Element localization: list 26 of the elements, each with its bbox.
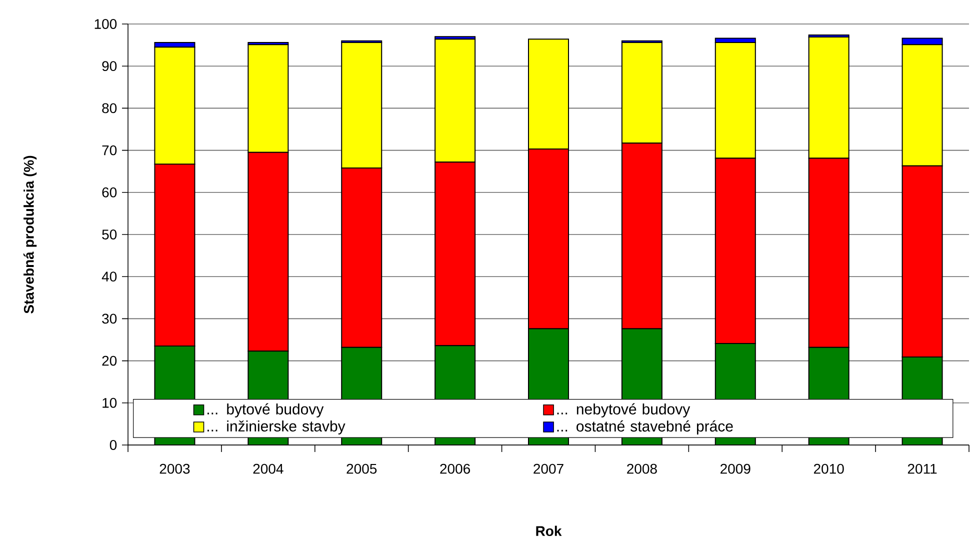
x-tick-label: 2010	[814, 464, 844, 474]
x-tick-label: 2011	[908, 464, 937, 474]
y-axis-title: Stavebná produkcia (%)	[23, 156, 37, 314]
legend-label: ... ostatné stavebné práce	[557, 420, 733, 435]
x-tick-label: 2007	[534, 464, 564, 474]
legend-label: ... bytové budovy	[208, 403, 324, 418]
y-tick-label: 20	[102, 356, 117, 366]
x-axis-title: Rok	[536, 526, 562, 536]
y-tick-label: 10	[102, 398, 117, 408]
legend-label: ... nebytové budovy	[557, 403, 690, 418]
y-tick-label: 80	[102, 103, 117, 114]
y-tick-label: 60	[102, 187, 117, 198]
x-tick-label: 2008	[627, 464, 657, 474]
x-tick-label: 2003	[160, 464, 190, 474]
x-tick-label: 2009	[720, 464, 750, 474]
x-tick-label: 2004	[253, 464, 284, 474]
x-tick-label: 2006	[440, 464, 470, 474]
y-tick-label: 50	[102, 230, 117, 240]
y-tick-label: 70	[102, 145, 117, 156]
y-tick-label: 90	[102, 61, 117, 72]
x-tick-label: 2005	[346, 464, 377, 474]
y-tick-label: 0	[110, 440, 117, 450]
y-tick-label: 100	[94, 19, 117, 29]
y-tick-label: 40	[102, 272, 117, 282]
y-tick-label: 30	[102, 314, 117, 324]
legend-label: ... inžinierske stavby	[208, 420, 346, 434]
